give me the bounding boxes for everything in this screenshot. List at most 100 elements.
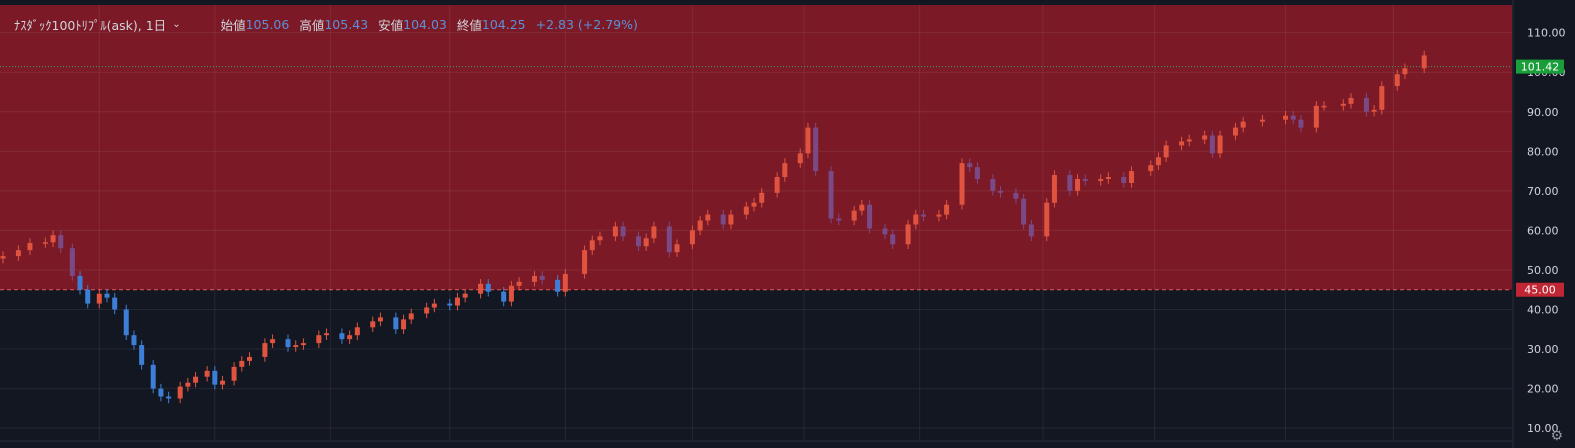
candle-body [15, 250, 21, 257]
candle-body [1298, 119, 1304, 128]
candle-body [354, 327, 360, 336]
candle-body [131, 335, 137, 346]
candle-body [104, 293, 110, 298]
candle-body [813, 127, 819, 172]
candle-body [1105, 177, 1111, 179]
candle-body [1394, 74, 1400, 87]
candle-body [1202, 135, 1208, 140]
symbol-title[interactable]: ﾅｽﾀﾞｯｸ100ﾄﾘﾌﾟﾙ(ask), 1日 [14, 18, 167, 33]
y-tick-label: 80.00 [1527, 145, 1559, 158]
candle-body [1240, 121, 1246, 128]
candle-body [651, 226, 657, 239]
candle-body [1217, 135, 1223, 154]
candle-body [1082, 179, 1088, 181]
candle-body [285, 339, 291, 348]
candle-body [50, 235, 56, 243]
candle-body [231, 366, 237, 381]
gear-icon[interactable]: ⚙ [1550, 428, 1563, 444]
candle-body [401, 319, 407, 330]
y-tick-label: 70.00 [1527, 185, 1559, 198]
candle-body [212, 370, 218, 385]
threshold-badge-bg [1516, 282, 1564, 297]
candle-body [508, 285, 514, 302]
candle-body [643, 238, 649, 247]
candle-body [589, 240, 595, 251]
candle-body [1421, 55, 1427, 69]
candle-body [316, 335, 322, 344]
candle-body [751, 202, 757, 207]
candle-body [478, 283, 484, 294]
candle-body [705, 214, 711, 221]
candle-body [851, 210, 857, 221]
candle-body [158, 388, 164, 397]
candle-body [582, 250, 588, 274]
y-tick-label: 110.00 [1527, 27, 1566, 40]
candle-body [1232, 127, 1238, 136]
candle-body [974, 167, 980, 179]
candle-body [1148, 165, 1154, 172]
candle-body [431, 303, 437, 308]
candle-body [1402, 68, 1408, 75]
candle-body [828, 171, 834, 219]
shaded-region [0, 5, 1512, 290]
candle-body [58, 235, 64, 249]
candle-body [85, 289, 91, 304]
current-price-badge: 101.42 [1521, 61, 1560, 74]
candle-body [697, 220, 703, 231]
grid-layer [0, 5, 1512, 440]
high-value: 105.43 [324, 17, 369, 32]
candle-body [882, 228, 888, 235]
candle-body [77, 275, 83, 290]
candle-body [262, 343, 268, 357]
candle-body [0, 256, 6, 259]
candle-body [859, 204, 865, 211]
y-tick-label: 50.00 [1527, 264, 1559, 277]
candle-body [1340, 103, 1346, 106]
candle-body [112, 297, 118, 310]
candle-body [597, 236, 603, 241]
close-value: 104.25 [481, 17, 526, 32]
candle-body [998, 190, 1004, 193]
current-price-badge-bg [1516, 59, 1564, 74]
chevron-down-icon[interactable]: ⌄ [172, 19, 181, 30]
low-value: 104.03 [403, 17, 447, 32]
candle-body [293, 345, 299, 348]
candle-body [408, 313, 414, 320]
candle-body [836, 218, 842, 221]
y-tick-label: 10.00 [1527, 422, 1559, 435]
candle-body [728, 214, 734, 225]
candle-body [220, 380, 226, 385]
candle-body [377, 317, 383, 322]
candle-body [1348, 97, 1354, 104]
candle-body [501, 291, 507, 302]
y-tick-label: 20.00 [1527, 383, 1559, 396]
candle-body [42, 242, 48, 244]
candle-body [1121, 177, 1127, 183]
threshold-badge: 45.00 [1524, 284, 1556, 297]
candle-body [239, 360, 245, 367]
candle-body [1021, 198, 1027, 225]
candle-body [720, 214, 726, 225]
candle-body [139, 345, 145, 365]
candle-body [1067, 175, 1073, 191]
candle-body [905, 224, 911, 245]
candle-body [620, 226, 626, 237]
candle-body [1313, 105, 1319, 128]
candle-body [1075, 179, 1081, 191]
candle-body [612, 226, 618, 237]
candle-body [1283, 115, 1289, 120]
candle-body [1290, 115, 1296, 120]
ohlc-legend: ﾅｽﾀﾞｯｸ100ﾄﾘﾌﾟﾙ(ask), 1日 ⌄ 始値 105.06 高値 105… [14, 15, 638, 34]
candle-body [555, 279, 561, 292]
candle-body [1051, 175, 1057, 203]
candle-body [1186, 139, 1192, 142]
candle-body [347, 335, 353, 340]
candle-body [1013, 192, 1019, 199]
candle-body [204, 370, 210, 377]
open-value: 105.06 [245, 17, 290, 32]
candle-body [339, 333, 345, 340]
candle-body [370, 321, 376, 328]
candle-body [1209, 135, 1215, 154]
